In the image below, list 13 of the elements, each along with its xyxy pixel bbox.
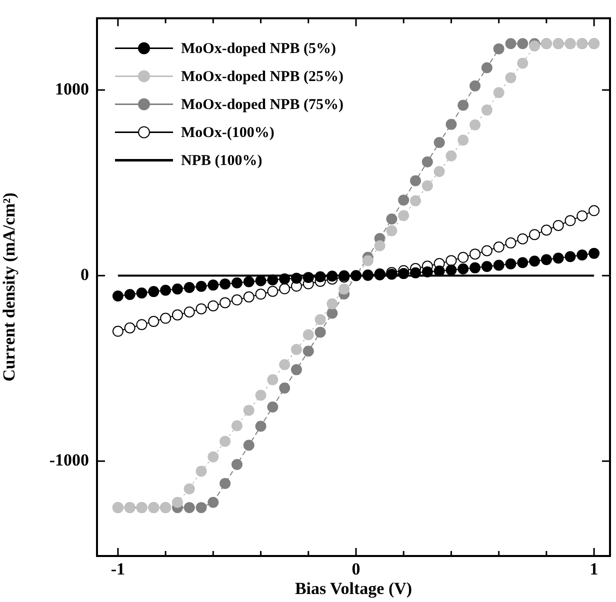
- legend-label: MoOx-doped NPB (25%): [181, 69, 344, 86]
- x-tick-label: -1: [110, 560, 126, 579]
- y-tick-label: 0: [80, 264, 89, 284]
- x-tick-label: 1: [590, 560, 598, 579]
- legend-label: MoOx-doped NPB (5%): [181, 41, 336, 58]
- x-axis-title: Bias Voltage (V): [294, 579, 412, 598]
- y-axis-title: Current density (mA/cm²): [0, 192, 19, 382]
- y-tick-label: 1000: [55, 79, 89, 98]
- y-tick-label: -1000: [49, 450, 89, 470]
- x-tick-label: 0: [352, 560, 360, 579]
- legend-label: MoOx-(100%): [181, 125, 274, 142]
- legend-label: NPB (100%): [181, 153, 262, 170]
- legend-label: MoOx-doped NPB (75%): [181, 97, 344, 114]
